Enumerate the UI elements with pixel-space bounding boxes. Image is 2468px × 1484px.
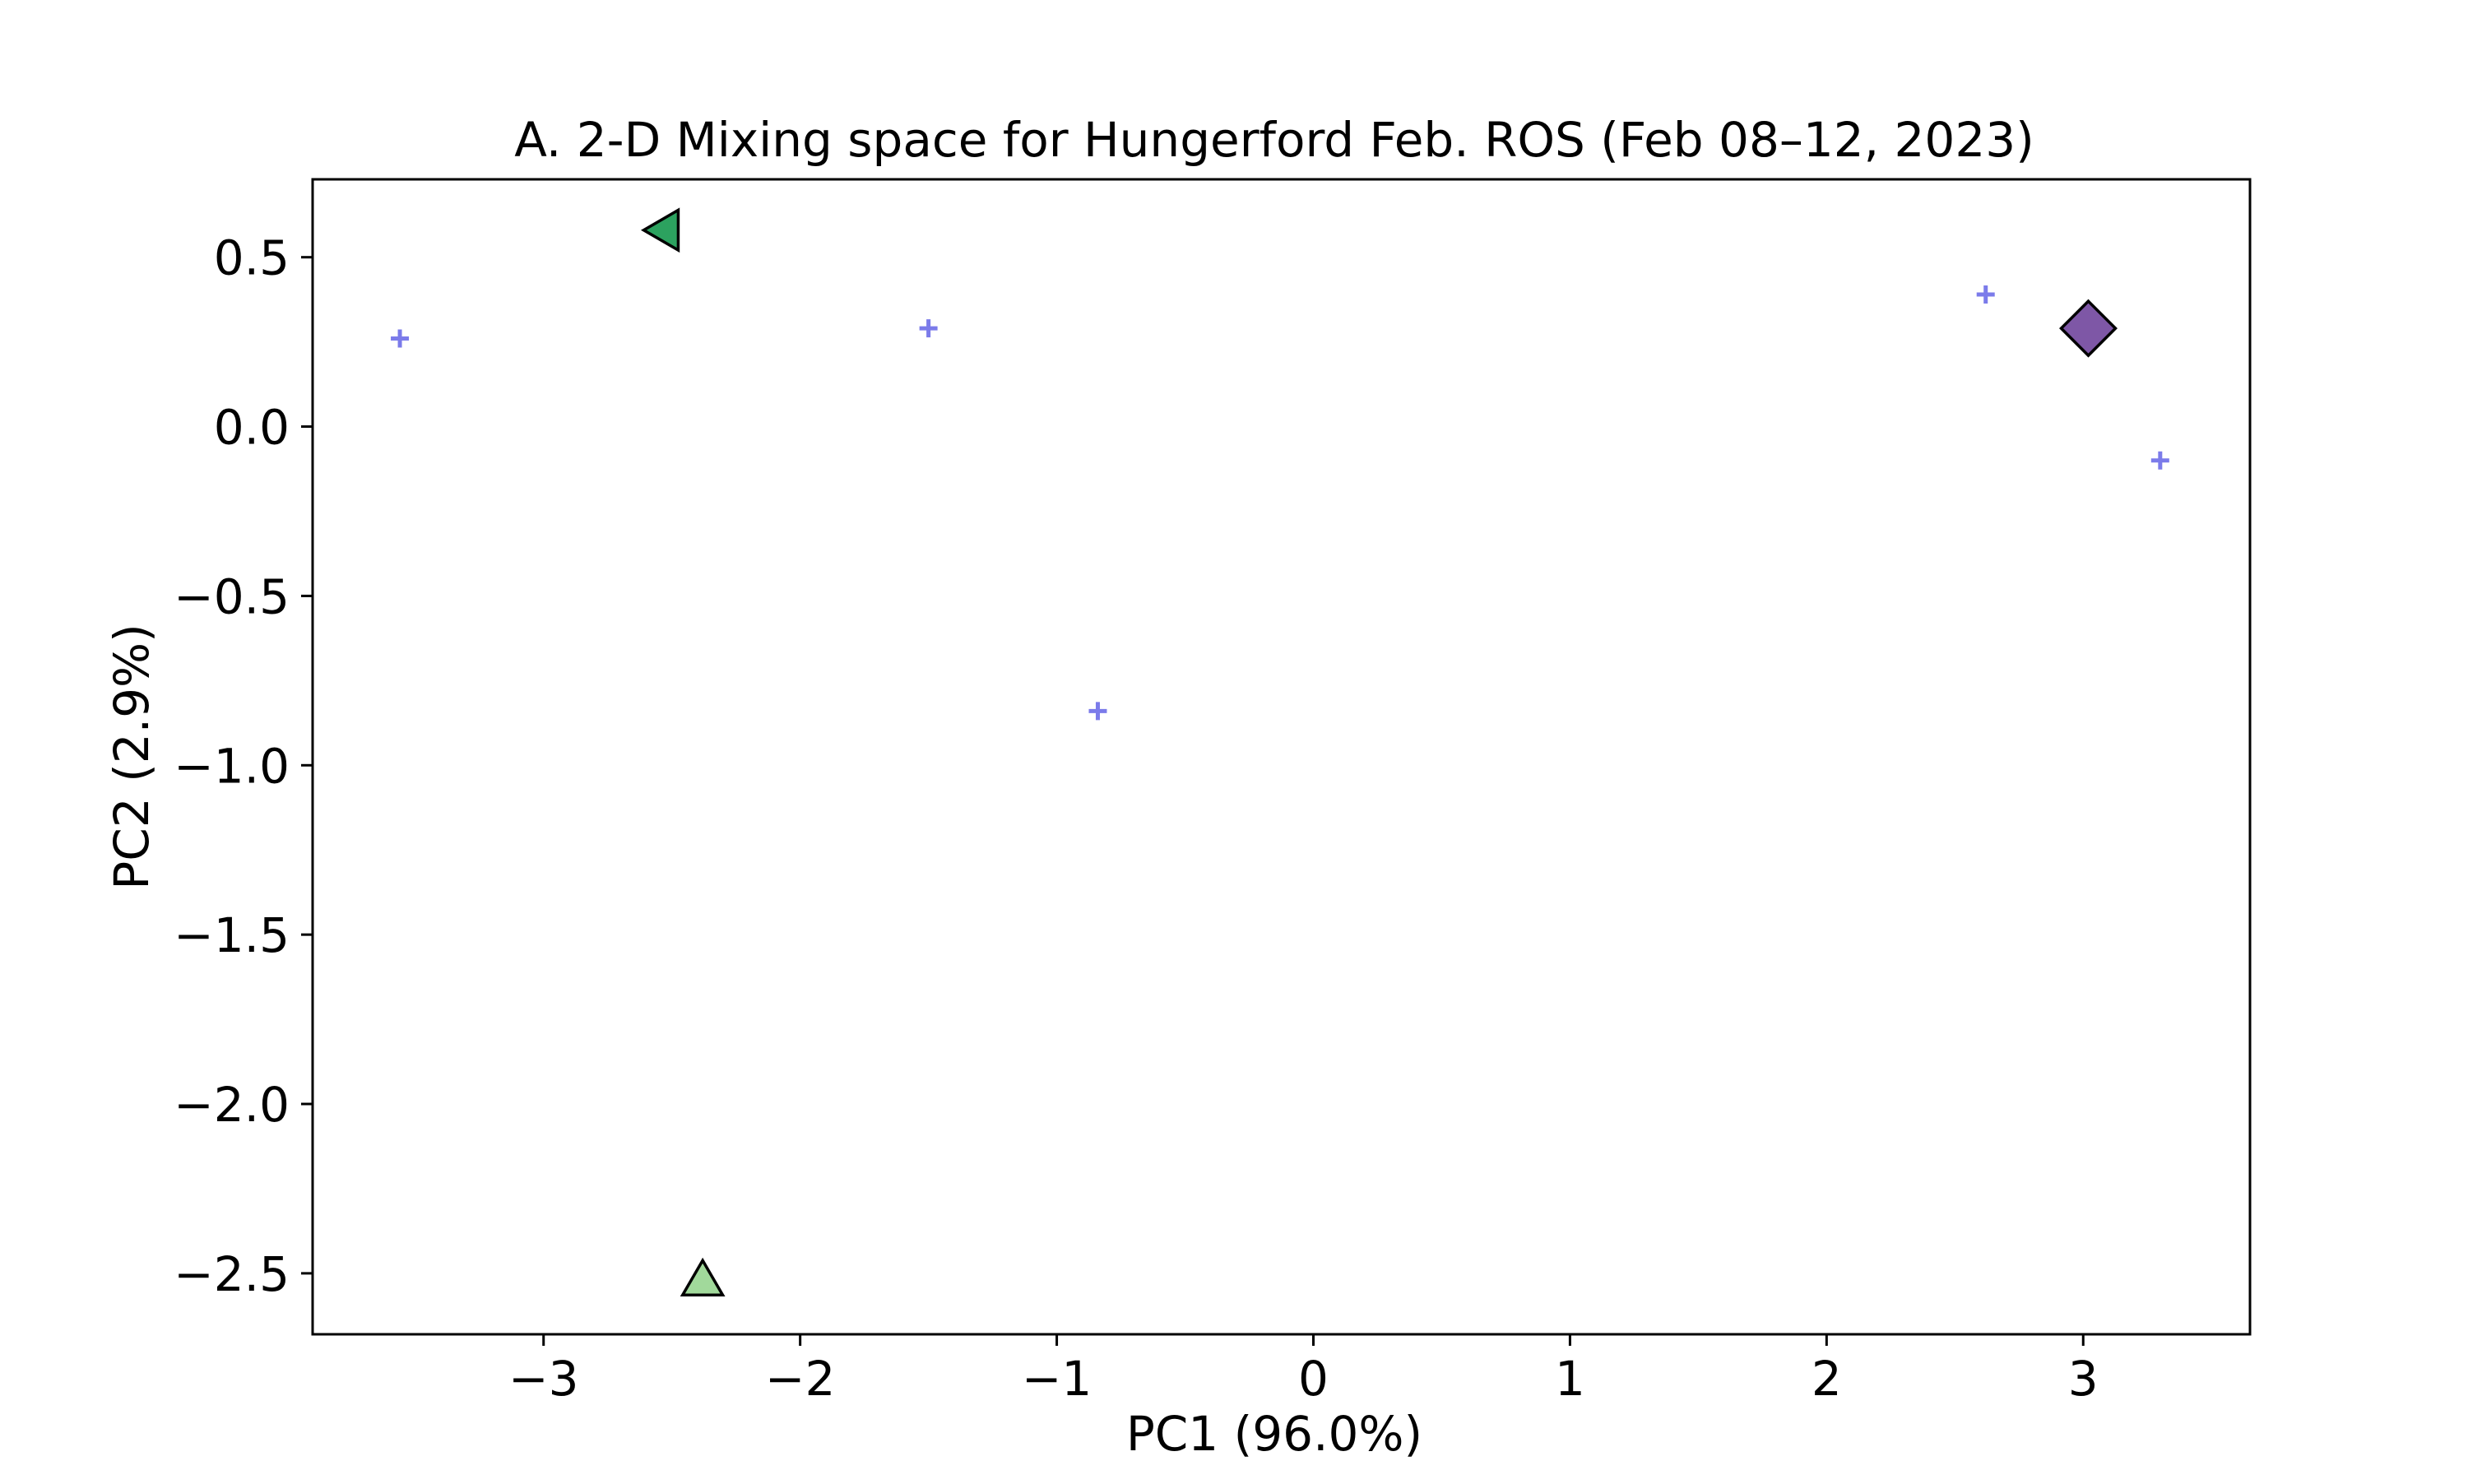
y-tick-label: −1.0 — [174, 738, 290, 794]
data-point-triangle-up — [680, 1257, 726, 1296]
y-tick-label: 0.0 — [214, 400, 290, 456]
x-tick-label: 3 — [2068, 1351, 2099, 1407]
x-tick-label: −1 — [1022, 1351, 1093, 1407]
plot-frame — [311, 178, 2252, 1336]
data-point-triangle-left — [640, 207, 680, 253]
x-tick-label: 1 — [1555, 1351, 1585, 1407]
x-tick-label: −2 — [765, 1351, 836, 1407]
x-tick-label: 0 — [1298, 1351, 1329, 1407]
y-tick-label: −0.5 — [174, 568, 290, 624]
data-point-diamond — [2059, 299, 2118, 358]
x-tick-label: 2 — [1812, 1351, 1842, 1407]
data-point-plus — [2150, 451, 2169, 470]
chart-title: A. 2-D Mixing space for Hungerford Feb. … — [514, 112, 2034, 168]
y-tick-label: −2.5 — [174, 1246, 290, 1302]
x-axis-label: PC1 (96.0%) — [1126, 1406, 1422, 1462]
data-point-plus — [1088, 702, 1107, 721]
y-tick-label: −1.5 — [174, 907, 290, 963]
data-point-plus — [919, 319, 938, 338]
data-point-plus — [1976, 285, 1995, 304]
y-tick-label: 0.5 — [214, 230, 290, 286]
x-tick-label: −3 — [508, 1351, 579, 1407]
plot-area: −3 −2 −1 0 1 2 3 0.5 0.0 −0.5 −1.0 −1.5 −2.0 −2.5 — [174, 178, 2252, 1407]
y-tick-label: −2.0 — [174, 1077, 290, 1133]
y-axis-label: PC2 (2.9%) — [104, 624, 160, 889]
data-point-plus — [391, 329, 410, 348]
